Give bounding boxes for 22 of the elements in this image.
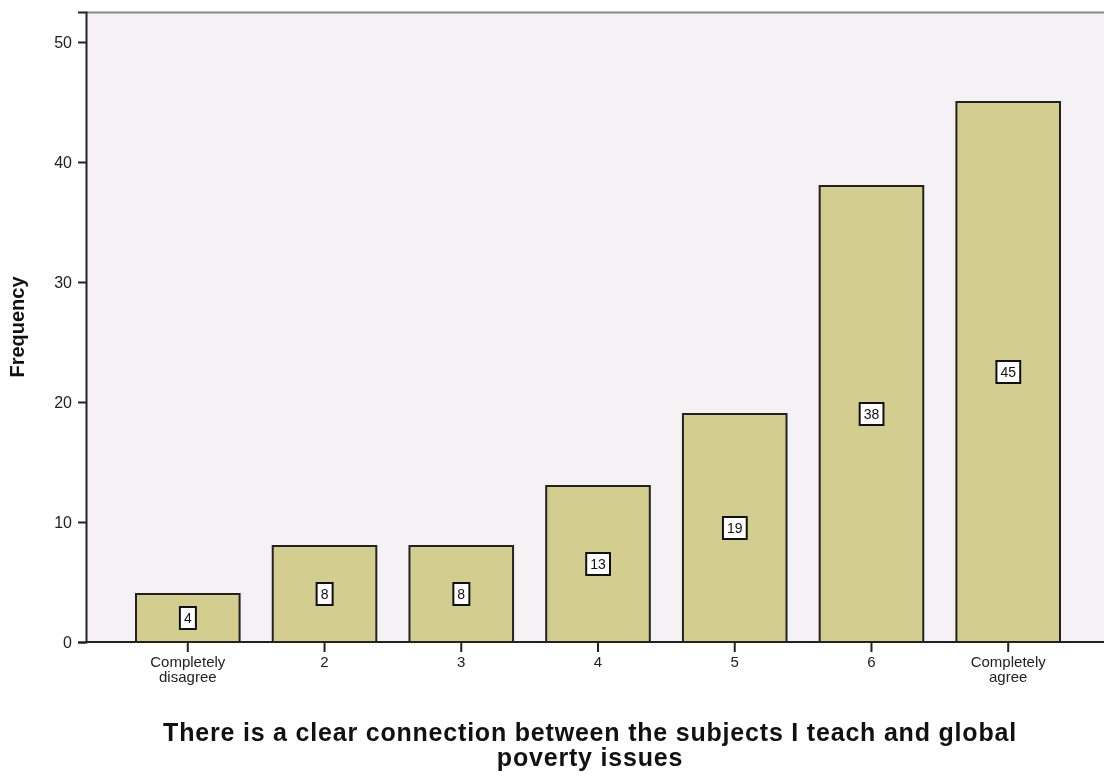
x-tick-label: 2 (320, 652, 329, 670)
x-tick-label: Completely disagree (150, 652, 226, 685)
x-tick-label: 3 (457, 652, 466, 670)
data-label: 45 (1000, 364, 1017, 380)
x-axis-title: There is a clear connection between the subjects I teach and global poverty issues (163, 718, 1017, 771)
x-tick-label: 6 (867, 652, 876, 670)
y-tick-label: 30 (54, 273, 73, 291)
data-label: 19 (726, 520, 743, 536)
x-tick-label: 5 (730, 652, 739, 670)
data-label: 8 (320, 586, 329, 602)
data-label: 38 (863, 406, 880, 422)
x-tick-label: Completely agree (970, 652, 1047, 685)
y-tick-label: 10 (54, 513, 73, 531)
x-tick-label: 4 (593, 652, 603, 670)
data-label: 4 (183, 610, 192, 626)
y-tick-label: 0 (63, 633, 73, 651)
data-label: 13 (590, 556, 606, 572)
y-tick-label: 20 (54, 393, 73, 411)
data-label: 8 (457, 586, 466, 602)
y-axis-title: Frequency (6, 275, 28, 378)
y-tick-label: 50 (54, 33, 73, 51)
y-tick-label: 40 (54, 153, 73, 171)
